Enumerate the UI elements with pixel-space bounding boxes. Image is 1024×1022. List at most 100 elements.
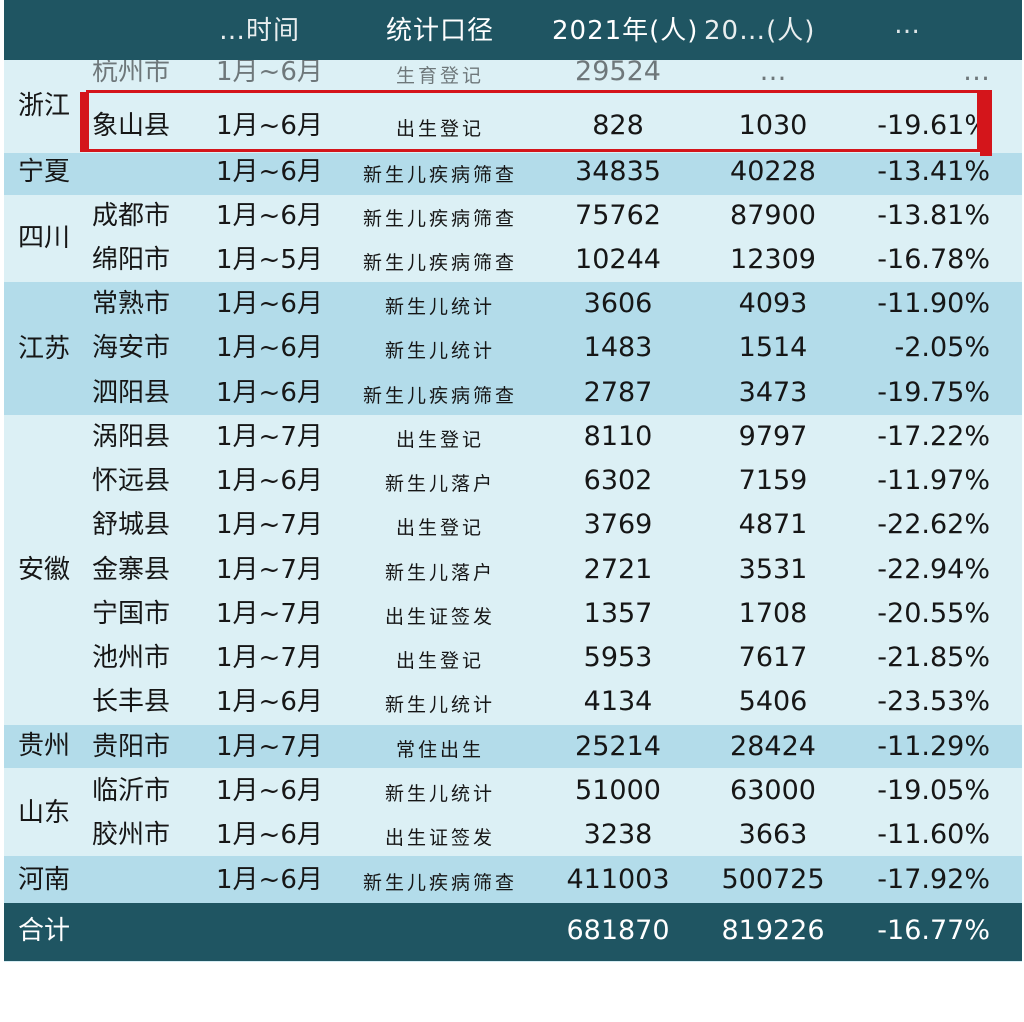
rate-cell: -11.97% (877, 465, 990, 496)
time-cell: 1月~7月 (216, 732, 323, 762)
table-row: 舒城县 1月~7月 出生登记 3769 4871 -22.62% (4, 503, 1022, 547)
header-time: …时间 (219, 16, 301, 46)
time-cell: 1月~6月 (216, 378, 323, 408)
stat-cell: 新生儿落户 (384, 562, 496, 584)
city-cell: 临沂市 (92, 776, 171, 806)
stat-cell: 新生儿疾病筛查 (362, 164, 518, 186)
y2021-cell: 3606 (583, 288, 653, 319)
band-guizhou (4, 725, 1022, 768)
stat-cell: 出生证签发 (384, 606, 496, 628)
table-row: 临沂市 1月~6月 新生儿统计 51000 63000 -19.05% (4, 769, 1022, 813)
y2021-cell: 6302 (583, 465, 653, 496)
time-cell: 1月~6月 (216, 865, 323, 895)
time-cell: 1月~5月 (216, 245, 323, 275)
city-cell: 泗阳县 (92, 378, 171, 408)
band-shandong (4, 768, 1022, 856)
time-cell: 1月~7月 (216, 510, 323, 540)
y2020-cell: 4871 (738, 509, 808, 540)
y2021-cell: 75762 (575, 200, 661, 231)
band-sichuan (4, 195, 1022, 282)
time-cell: 1月~7月 (216, 599, 323, 629)
y2020-cell: 3531 (738, 554, 808, 585)
stat-cell: 新生儿统计 (384, 694, 496, 716)
stat-cell: 新生儿统计 (384, 783, 496, 805)
table-row: 胶州市 1月~6月 出生证签发 3238 3663 -11.60% (4, 813, 1022, 857)
city-cell: 成都市 (92, 201, 171, 231)
y2020-cell: 3473 (738, 377, 808, 408)
rate-cell: -19.75% (877, 377, 990, 408)
y2020-cell: 12309 (730, 244, 816, 275)
y2020-cell: 1708 (738, 598, 808, 629)
y2020-cell: 7159 (738, 465, 808, 496)
y2020-cell: 28424 (730, 731, 816, 762)
rate-cell: -2.05% (894, 332, 990, 363)
rate-cell: -13.41% (877, 156, 990, 187)
y2021-cell: 828 (592, 110, 644, 141)
stat-cell: 新生儿疾病筛查 (362, 252, 518, 274)
y2020-cell: … (759, 60, 787, 87)
city-cell: 常熟市 (92, 289, 171, 319)
province-sichuan: 四川 (18, 223, 71, 253)
y2020-cell: 3663 (738, 819, 808, 850)
city-cell: 长丰县 (92, 687, 171, 717)
table-row: 泗阳县 1月~6月 新生儿疾病筛查 2787 3473 -19.75% (4, 371, 1022, 415)
y2020-cell: 9797 (738, 421, 808, 452)
band-anhui (4, 415, 1022, 725)
y2021-cell: 8110 (583, 421, 653, 452)
rate-cell: -11.90% (877, 288, 990, 319)
y2020-cell: 40228 (730, 156, 816, 187)
rate-cell: -19.61% (877, 110, 990, 141)
time-cell: 1月~6月 (216, 111, 323, 141)
city-cell: 象山县 (92, 111, 171, 141)
time-cell: 1月~6月 (216, 776, 323, 806)
y2021-cell: 34835 (575, 156, 661, 187)
time-cell: 1月~6月 (216, 820, 323, 850)
stat-cell: 新生儿疾病筛查 (362, 385, 518, 407)
time-cell: 1月~6月 (216, 687, 323, 717)
total-2020: 819226 (721, 915, 825, 946)
rate-cell: -20.55% (877, 598, 990, 629)
rate-cell: -11.29% (877, 731, 990, 762)
y2021-cell: 1483 (583, 332, 653, 363)
time-cell: 1月~6月 (216, 60, 323, 87)
province-henan: 河南 (18, 865, 71, 895)
table-row: 贵阳市 1月~7月 常住出生 25214 28424 -11.29% (4, 725, 1022, 769)
header-stat-basis: 统计口径 (386, 16, 495, 46)
y2020-cell: 4093 (738, 288, 808, 319)
table-row: 成都市 1月~6月 新生儿疾病筛查 75762 87900 -13.81% (4, 194, 1022, 238)
city-cell: 怀远县 (92, 466, 171, 496)
stat-cell: 出生证签发 (384, 827, 496, 849)
time-cell: 1月~6月 (216, 201, 323, 231)
table-row: 池州市 1月~7月 出生登记 5953 7617 -21.85% (4, 636, 1022, 680)
rate-cell: -19.05% (877, 775, 990, 806)
table-row: 杭州市 1月~6月 生育登记 29524 … … (4, 60, 1022, 94)
table-row: 长丰县 1月~6月 新生儿统计 4134 5406 -23.53% (4, 680, 1022, 724)
table-header: …时间 统计口径 2021年(人) 20…(人) … (4, 0, 1022, 60)
city-cell: 海安市 (92, 333, 171, 363)
stat-cell: 生育登记 (395, 65, 485, 87)
y2021-cell: 10244 (575, 244, 661, 275)
y2021-cell: 2721 (583, 554, 653, 585)
y2020-cell: 5406 (738, 686, 808, 717)
y2021-cell: 3769 (583, 509, 653, 540)
stat-cell: 新生儿疾病筛查 (362, 208, 518, 230)
rate-cell: -23.53% (877, 686, 990, 717)
rate-cell: -22.62% (877, 509, 990, 540)
time-cell: 1月~6月 (216, 333, 323, 363)
province-shandong: 山东 (18, 798, 71, 828)
header-2021: 2021年(人) (552, 16, 699, 46)
city-cell: 池州市 (92, 643, 171, 673)
y2021-cell: 25214 (575, 731, 661, 762)
province-anhui: 安徽 (18, 555, 71, 585)
city-cell: 宁国市 (92, 599, 171, 629)
city-cell: 杭州市 (92, 60, 171, 87)
city-cell: 胶州市 (92, 820, 171, 850)
y2020-cell: 7617 (738, 642, 808, 673)
y2021-cell: 1357 (583, 598, 653, 629)
y2021-cell: 4134 (583, 686, 653, 717)
stat-cell: 新生儿落户 (384, 473, 496, 495)
header-change-rate: … (894, 10, 921, 40)
province-zhejiang: 浙江 (18, 91, 71, 121)
time-cell: 1月~7月 (216, 422, 323, 452)
stat-cell: 新生儿统计 (384, 340, 496, 362)
